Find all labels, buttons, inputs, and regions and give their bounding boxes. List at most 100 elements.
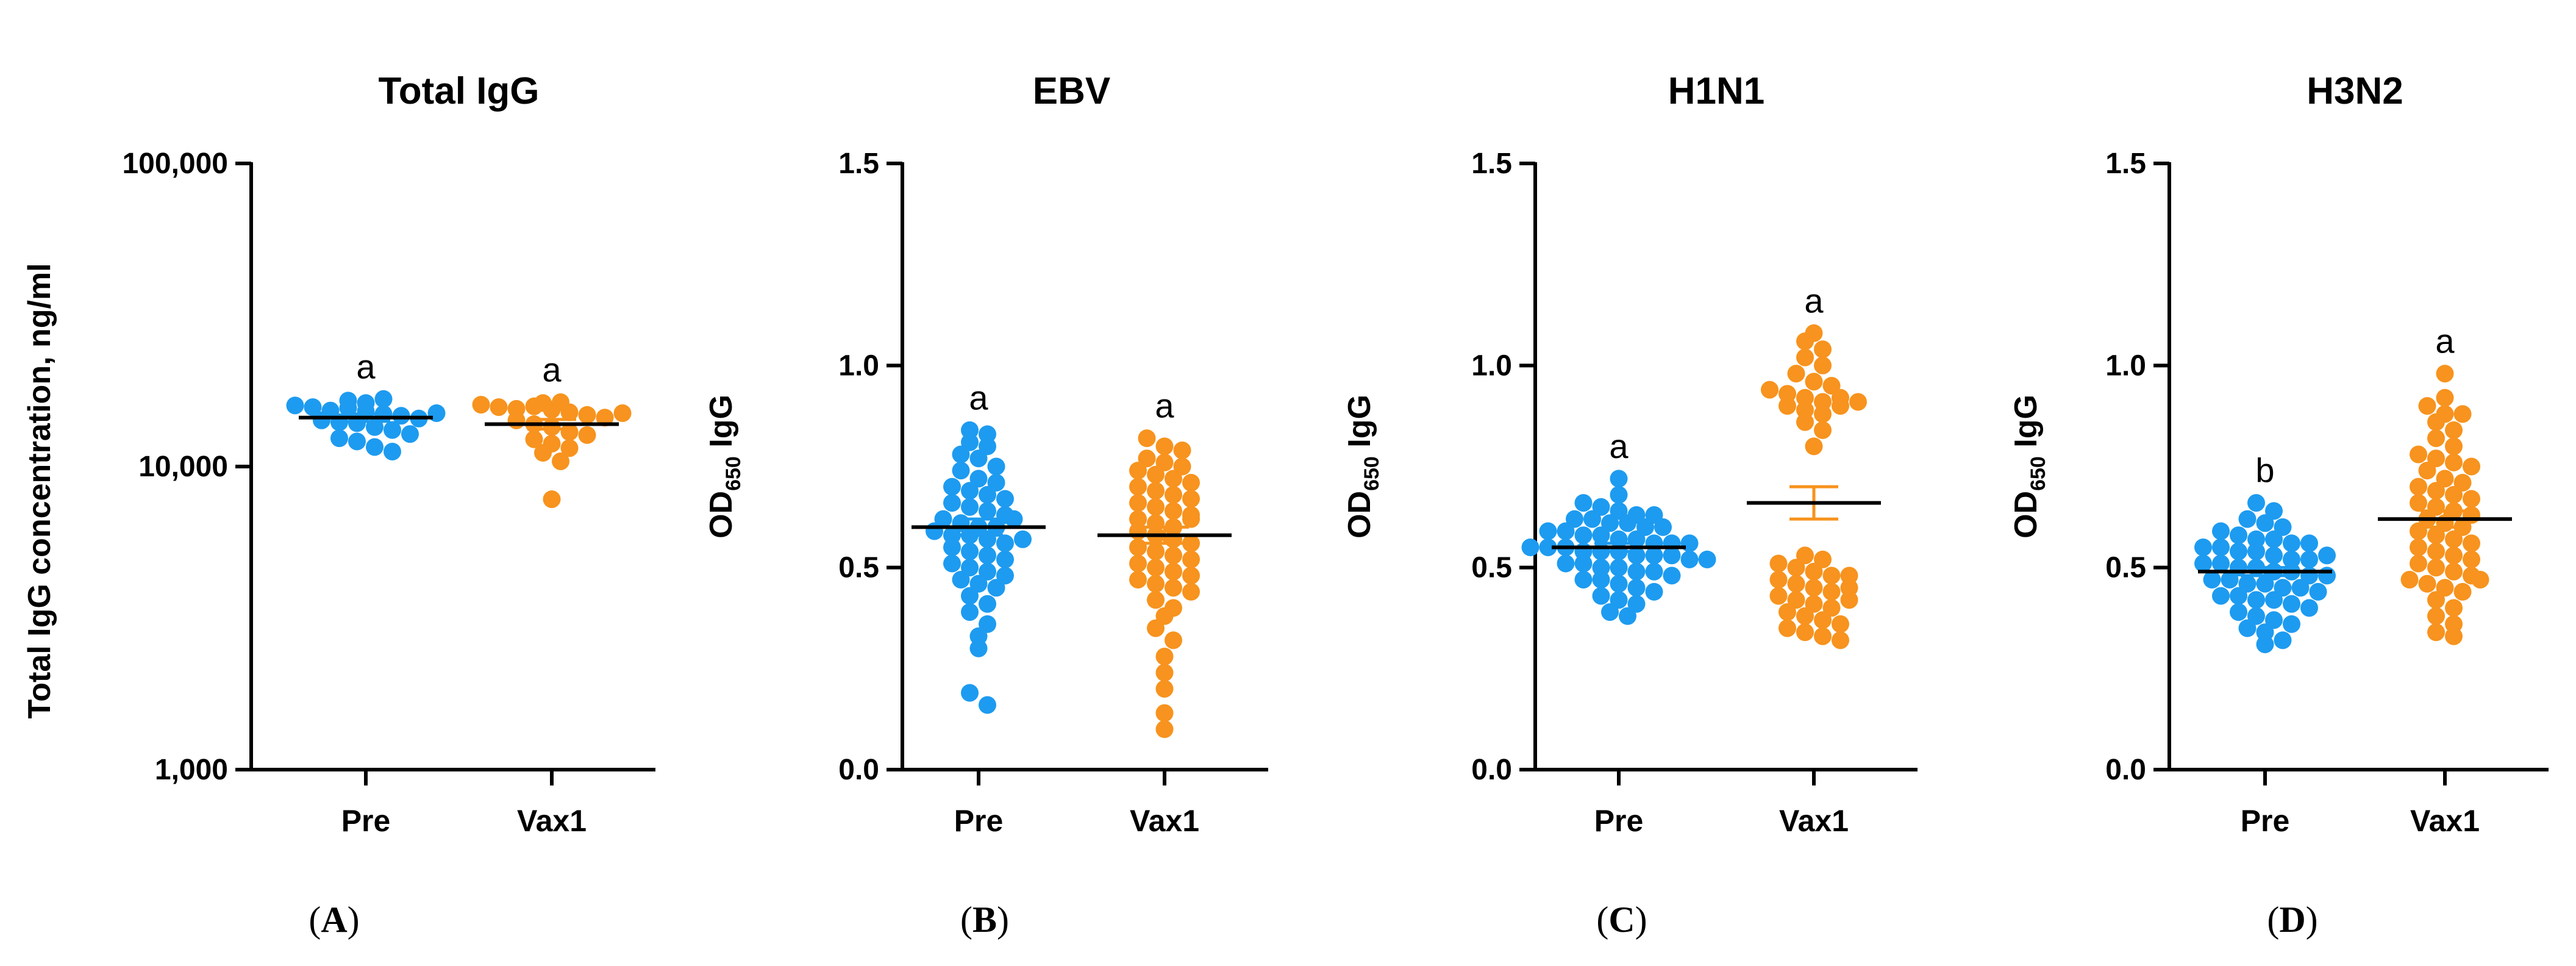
panel-label-open: ( [1596, 900, 1608, 940]
significance-letter: b [2255, 451, 2274, 490]
data-point [2256, 574, 2274, 593]
data-point [1147, 482, 1165, 500]
data-point [1698, 550, 1716, 568]
data-point [979, 530, 996, 548]
data-point [996, 550, 1014, 568]
data-point [1182, 550, 1200, 568]
panel-title: Total IgG [378, 70, 539, 112]
data-point [2247, 542, 2265, 560]
data-point [578, 426, 596, 444]
data-point [987, 457, 1005, 476]
data-point [2274, 631, 2292, 649]
data-point [2212, 522, 2230, 540]
data-point [1014, 530, 1032, 548]
panel-label-close: ) [348, 900, 360, 940]
significance-letter: a [969, 378, 988, 417]
data-point [374, 390, 393, 408]
data-point [1574, 554, 1593, 573]
data-point [2300, 599, 2318, 617]
data-point [1610, 591, 1628, 609]
data-point [1182, 510, 1200, 528]
data-point [525, 397, 543, 415]
data-point [1155, 704, 1174, 722]
y-axis-label-tail: IgG [704, 395, 739, 456]
data-point [2445, 421, 2463, 439]
data-point [979, 595, 996, 613]
data-point [2274, 518, 2292, 536]
data-point [2256, 623, 2274, 642]
data-point [1147, 591, 1165, 609]
data-point [961, 603, 979, 621]
y-axis-label-tail: IgG [2008, 395, 2044, 456]
x-category-label: Pre [1594, 804, 1644, 838]
data-point [1165, 502, 1182, 520]
data-point [1138, 449, 1156, 468]
data-point [1173, 457, 1191, 476]
data-point [1627, 595, 1646, 613]
data-point [1129, 571, 1147, 589]
data-point [2427, 413, 2445, 431]
data-point [1822, 599, 1841, 617]
data-point [2194, 554, 2212, 573]
data-point [2256, 514, 2274, 532]
data-point [969, 639, 988, 657]
significance-letter: a [542, 351, 562, 389]
data-point [1147, 619, 1165, 637]
x-category-label: Pre [954, 804, 1004, 838]
y-axis-label-main: OD [1342, 491, 1377, 538]
data-point [1814, 356, 1832, 374]
y-tick-label: 1.0 [1471, 349, 1512, 382]
data-point [2427, 623, 2445, 642]
data-point [1779, 619, 1796, 637]
data-point [996, 567, 1014, 585]
data-point [578, 406, 596, 424]
data-point [1165, 530, 1182, 548]
data-point [2410, 478, 2427, 496]
data-point [2256, 635, 2274, 654]
data-point [2300, 550, 2318, 568]
data-point [1645, 546, 1663, 565]
data-point [1849, 393, 1867, 411]
data-point [1138, 429, 1156, 448]
panel-label: (B) [960, 900, 1009, 940]
data-point [996, 490, 1014, 508]
data-point [2238, 619, 2257, 637]
data-point [2410, 494, 2427, 512]
data-point [392, 407, 410, 425]
data-point [1005, 510, 1023, 528]
data-point [2453, 582, 2472, 601]
y-tick-label: 1.5 [2105, 148, 2146, 180]
data-point [1155, 607, 1174, 625]
data-point [2427, 526, 2445, 545]
data-point [1155, 437, 1174, 456]
data-point [1129, 510, 1147, 528]
data-point [1601, 514, 1619, 532]
data-point [2410, 538, 2427, 556]
data-point [934, 510, 952, 528]
data-point [2453, 405, 2472, 423]
panel-title: EBV [1033, 70, 1110, 112]
data-point [1840, 579, 1858, 597]
data-point [613, 404, 632, 422]
data-point [330, 429, 348, 448]
data-point [2230, 542, 2247, 560]
data-point [1645, 506, 1663, 524]
data-point [1147, 498, 1165, 516]
data-point [339, 399, 357, 417]
data-point [596, 409, 614, 427]
data-point [1779, 385, 1796, 403]
data-point [384, 443, 401, 460]
data-point [2400, 571, 2419, 589]
data-point [2194, 538, 2212, 556]
data-point [2265, 591, 2283, 609]
data-point [969, 470, 988, 488]
series-vax1: a [2378, 322, 2512, 645]
x-category-label: Vax1 [1130, 804, 1199, 838]
data-point [1814, 405, 1832, 423]
data-point [1574, 526, 1593, 545]
data-point [2230, 603, 2247, 621]
data-point [1822, 582, 1841, 601]
data-point [979, 425, 996, 443]
data-point [1796, 546, 1814, 565]
